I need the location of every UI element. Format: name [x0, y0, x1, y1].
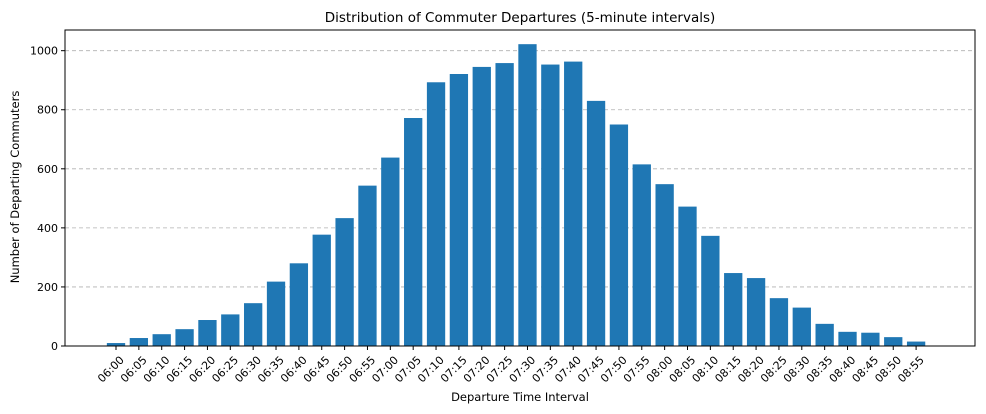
bar-0600: [106, 343, 126, 346]
bar-0755: [632, 164, 651, 346]
bar-0740: [564, 61, 583, 346]
plot-frame: [64, 29, 976, 347]
bar-0710: [426, 82, 446, 347]
bar-0605: [129, 338, 149, 346]
x-tick-label: 08:55: [895, 354, 927, 386]
bar-0630: [244, 303, 263, 346]
bar-0735: [541, 64, 560, 346]
bar-0655: [358, 185, 377, 346]
bar-0730: [518, 44, 537, 347]
bars: [106, 44, 926, 347]
bar-0835: [815, 323, 834, 346]
bar-0705: [404, 118, 423, 346]
bar-0830: [792, 307, 811, 346]
bar-0650: [335, 218, 354, 346]
bar-0855: [906, 341, 926, 346]
bar-0635: [266, 281, 286, 346]
bar-0640: [289, 263, 309, 346]
bar-0805: [678, 206, 697, 346]
x-axis-label: Departure Time Interval: [451, 390, 589, 404]
bar-0745: [586, 100, 606, 346]
y-tick-label: 1000: [30, 45, 58, 58]
bar-0620: [198, 320, 217, 346]
bar-0800: [655, 184, 674, 346]
bar-0815: [724, 273, 743, 346]
y-tick-label: 800: [37, 104, 58, 117]
bar-0700: [381, 157, 400, 346]
y-tick-label: 0: [51, 340, 58, 353]
bar-0715: [449, 74, 469, 347]
y-tick-label: 600: [37, 163, 58, 176]
bar-0615: [175, 329, 194, 346]
chart-title: Distribution of Commuter Departures (5-m…: [325, 10, 716, 26]
y-tick-label: 200: [37, 281, 58, 294]
bar-0810: [701, 235, 720, 346]
bar-0725: [495, 63, 514, 347]
y-axis: 0 200 400 600 800 1000: [30, 45, 65, 353]
y-tick-label: 400: [37, 222, 58, 235]
bar-0820: [746, 278, 766, 346]
bar-0840: [838, 331, 857, 346]
x-axis: 06:0006:0506:1006:1506:2006:2506:3006:35…: [95, 346, 927, 385]
bar-0825: [769, 298, 789, 346]
bar-0645: [312, 234, 331, 346]
bar-0720: [472, 66, 491, 346]
bar-0750: [609, 124, 629, 346]
bar-0850: [884, 337, 903, 346]
bar-0610: [152, 334, 171, 346]
bar-0845: [861, 332, 880, 346]
y-axis-label: Number of Departing Commuters: [8, 91, 22, 284]
bar-0625: [221, 314, 240, 346]
